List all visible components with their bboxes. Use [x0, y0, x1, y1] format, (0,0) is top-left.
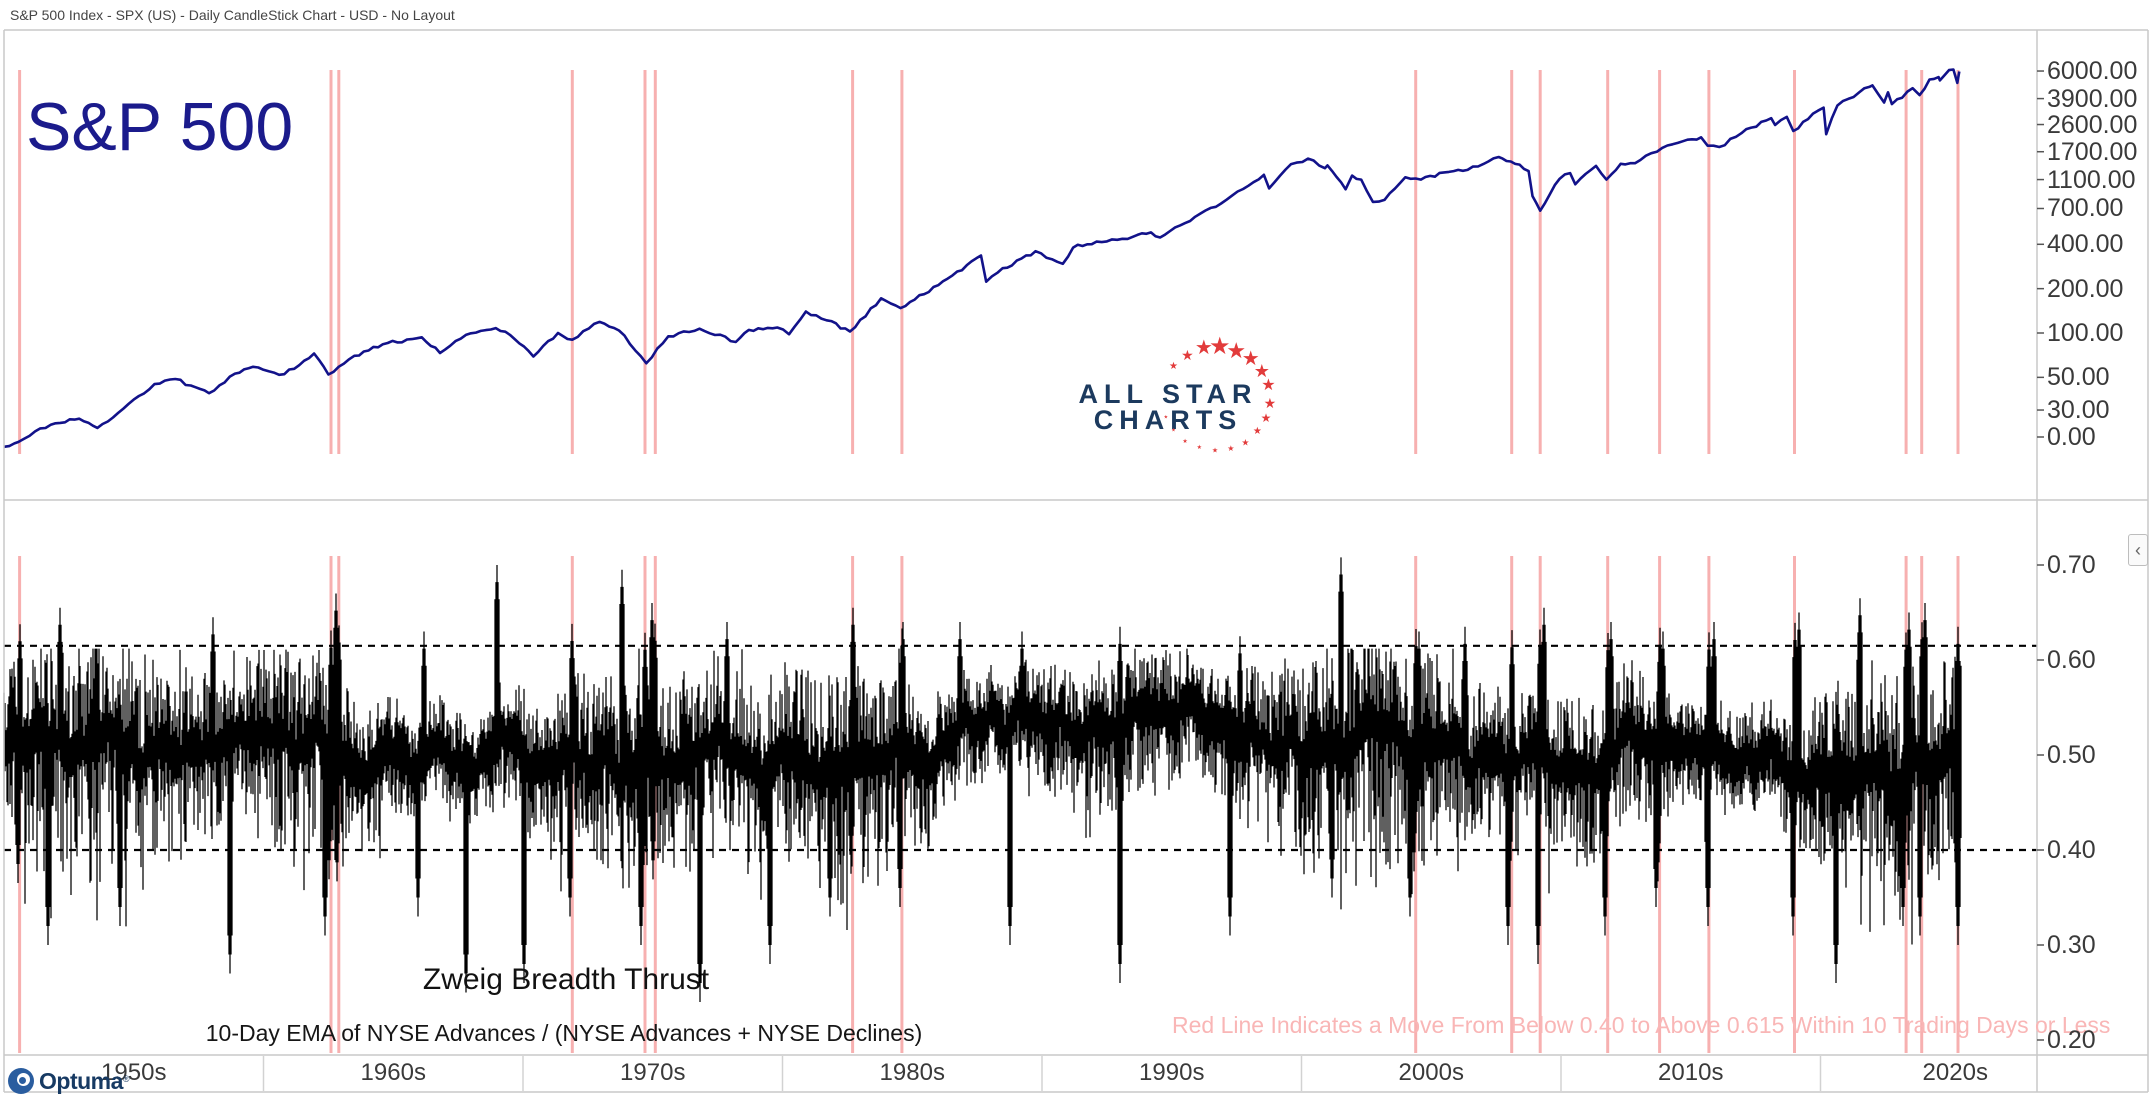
optuma-registered-mark: ®: [122, 1074, 130, 1084]
optuma-icon: [8, 1068, 34, 1094]
signal-rule-annotation: Red Line Indicates a Move From Below 0.4…: [1172, 1012, 2111, 1038]
zweig-caption-title: Zweig Breadth Thrust: [422, 963, 710, 996]
ratio-axis-label: 0.30: [2047, 931, 2096, 959]
ratio-axis-label: 0.70: [2047, 551, 2096, 579]
star-icon: ★: [1252, 426, 1262, 438]
signal-line: [1904, 70, 1908, 454]
price-axis-label: 2600.00: [2047, 110, 2138, 139]
signal-line: [1538, 70, 1542, 454]
signal-line: [851, 70, 855, 454]
allstarcharts-logo: ALL STAR CHARTS ★ ★ ★ ★ ★ ★ ★ ★ ★ ★ ★ ★ ★ ★ ★ ★ ★ ★: [1060, 335, 1380, 470]
time-axis-label: 1960s: [360, 1059, 426, 1086]
ratio-axis-label: 0.40: [2047, 836, 2096, 864]
star-icon: ★: [1261, 377, 1276, 395]
window-titlebar: S&P 500 Index - SPX (US) - Daily CandleS…: [0, 0, 2152, 30]
star-icon: ★: [1171, 427, 1176, 434]
price-axis-label: 700.00: [2047, 194, 2124, 223]
signal-line: [1956, 70, 1960, 454]
allstarcharts-wordmark: ALL STAR CHARTS: [1078, 379, 1258, 435]
price-axis[interactable]: 6000.00 3900.00 2600.00 1700.00 1100.00 700.0…: [2037, 30, 2152, 1092]
signal-line: [1510, 70, 1514, 454]
price-axis-label: 50.00: [2047, 363, 2110, 392]
star-icon: ★: [1181, 346, 1194, 363]
window-title-text: S&P 500 Index - SPX (US) - Daily CandleS…: [10, 7, 455, 23]
price-axis-label: 1100.00: [2047, 165, 2136, 194]
time-axis-label: 2000s: [1398, 1059, 1464, 1086]
signal-line: [643, 70, 647, 454]
star-icon: ★: [1194, 337, 1213, 360]
price-axis-label: 6000.00: [2047, 57, 2138, 86]
star-icon: ★: [1163, 414, 1169, 421]
star-icon: ★: [1226, 337, 1247, 363]
price-axis-label: 200.00: [2047, 274, 2124, 303]
star-icon: ★: [1196, 445, 1203, 452]
signal-line: [1414, 70, 1418, 454]
signal-line: [1793, 70, 1796, 454]
signal-line: [1606, 70, 1610, 454]
signal-line: [653, 70, 657, 454]
signal-line: [1707, 70, 1711, 454]
time-axis-label: 1950s: [101, 1059, 167, 1086]
price-axis-label: 100.00: [2047, 319, 2124, 347]
optuma-logo: Optuma ®: [8, 1066, 130, 1096]
price-axis-label: 0.00: [2047, 423, 2096, 451]
signal-line: [900, 70, 904, 454]
ratio-axis-label: 0.20: [2047, 1026, 2096, 1054]
collapse-panel-button[interactable]: ‹: [2128, 534, 2148, 566]
signal-line: [1920, 70, 1924, 454]
price-axis-label: 3900.00: [2047, 84, 2138, 113]
allstarcharts-line1: ALL STAR: [1078, 379, 1258, 409]
sp500-price-line: [3, 68, 1961, 449]
allstarcharts-line2: CHARTS: [1093, 405, 1243, 435]
signal-line: [337, 70, 341, 454]
time-axis-label: 1970s: [620, 1059, 686, 1086]
time-axis-label: 2010s: [1658, 1059, 1724, 1086]
time-axis-label: 1990s: [1139, 1059, 1205, 1086]
sp500-panel-title: S&P 500: [26, 89, 294, 165]
ratio-axis-label: 0.60: [2047, 646, 2096, 674]
price-axis-label: 1700.00: [2047, 137, 2138, 166]
star-icon: ★: [1211, 447, 1219, 455]
star-icon: ★: [1253, 361, 1270, 382]
star-icon: ★: [1241, 348, 1260, 371]
time-axis-label: 2020s: [1922, 1059, 1988, 1086]
price-axis-label: 400.00: [2047, 230, 2124, 259]
optuma-wordmark: Optuma: [39, 1067, 123, 1094]
time-axis-label: 1980s: [879, 1059, 945, 1086]
star-icon: ★: [1168, 360, 1178, 372]
star-icon: ★: [1182, 438, 1188, 445]
signal-line: [570, 70, 574, 454]
star-icon: ★: [1227, 443, 1235, 453]
star-icon: ★: [1260, 411, 1272, 426]
star-icon: ★: [1209, 333, 1231, 361]
signal-line: [329, 70, 333, 454]
zweig-breadth-thrust-series: [3, 557, 1962, 1002]
signal-line: [18, 70, 22, 454]
time-axis[interactable]: 1950s 1960s 1970s 1980s 1990s 2000s 2010s 2020s: [4, 1055, 2148, 1092]
ratio-axis-label: 0.50: [2047, 741, 2096, 769]
price-axis-label: 30.00: [2047, 396, 2110, 425]
zweig-caption-subtitle: 10-Day EMA of NYSE Advances / (NYSE Adva…: [205, 1020, 923, 1046]
star-icon: ★: [1241, 437, 1250, 448]
signal-line: [1658, 70, 1662, 454]
star-icon: ★: [1263, 394, 1277, 411]
